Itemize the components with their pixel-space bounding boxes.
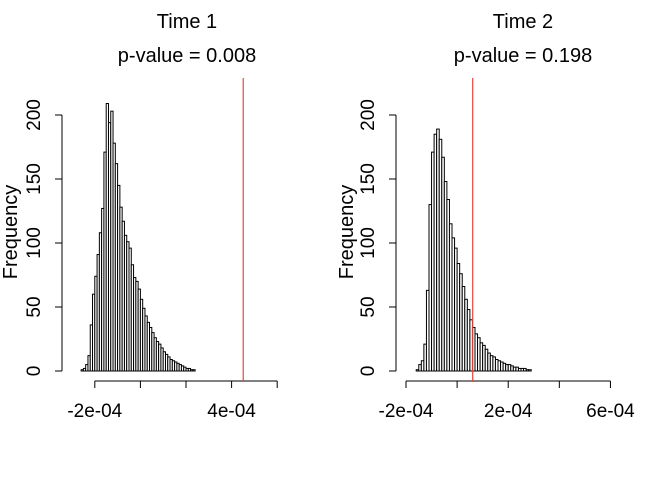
x-tick-label: 2e-04 xyxy=(484,401,533,422)
y-axis-label: Frequency xyxy=(336,185,358,280)
x-tick-label: -2e-04 xyxy=(67,401,122,422)
y-tick-label: 50 xyxy=(358,296,379,317)
panel-time-1: Time 1 p-value = 0.008 Frequency -2e-04 4… xyxy=(0,11,278,422)
y-tick-label: 0 xyxy=(358,366,379,377)
panel-title: Time 2 xyxy=(493,11,553,33)
y-axis-label: Frequency xyxy=(0,185,22,280)
y-axis: 0 50 100 150 200 xyxy=(24,99,63,377)
y-tick-label: 200 xyxy=(24,99,45,131)
y-tick-label: 100 xyxy=(358,227,379,259)
y-tick-label: 100 xyxy=(24,227,45,259)
y-axis: 0 50 100 150 200 xyxy=(358,99,397,377)
y-tick-label: 0 xyxy=(24,366,45,377)
x-tick-label: 4e-04 xyxy=(207,401,256,422)
histogram-bars xyxy=(80,102,196,372)
panel-time-2: Time 2 p-value = 0.198 Frequency -2e-04 2… xyxy=(336,11,635,422)
y-tick-label: 200 xyxy=(358,99,379,131)
panel-subtitle: p-value = 0.008 xyxy=(118,45,256,67)
y-tick-label: 50 xyxy=(24,296,45,317)
x-tick-label: 6e-04 xyxy=(586,401,635,422)
y-tick-label: 150 xyxy=(24,163,45,195)
histogram-bar xyxy=(192,369,196,372)
x-axis: -2e-04 2e-04 6e-04 xyxy=(379,380,635,422)
histogram-bars xyxy=(415,128,532,372)
y-tick-label: 150 xyxy=(358,163,379,195)
x-tick-label: -2e-04 xyxy=(379,401,434,422)
x-axis: -2e-04 4e-04 xyxy=(67,380,278,422)
histogram-bar xyxy=(528,369,532,372)
panel-subtitle: p-value = 0.198 xyxy=(454,45,592,67)
panel-title: Time 1 xyxy=(157,11,217,33)
